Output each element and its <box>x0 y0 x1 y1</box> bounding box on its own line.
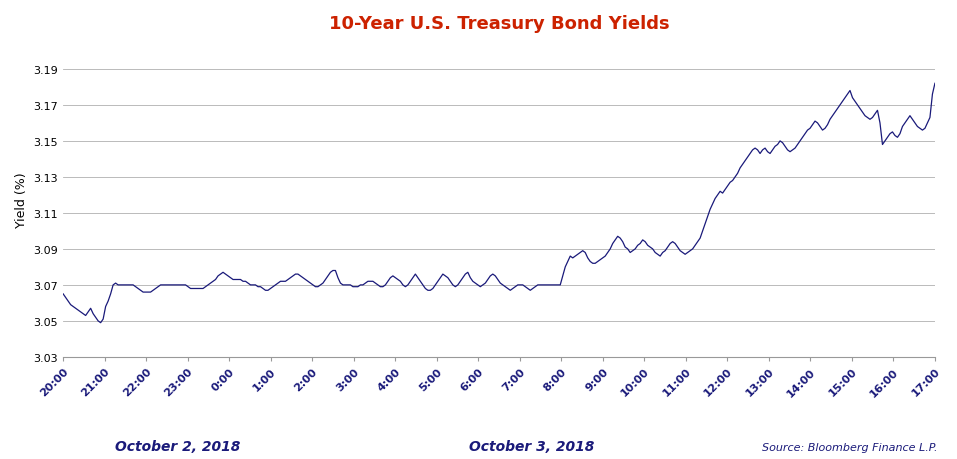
Text: October 2, 2018: October 2, 2018 <box>115 439 240 453</box>
Text: October 3, 2018: October 3, 2018 <box>469 439 594 453</box>
Text: Source: Bloomberg Finance L.P.: Source: Bloomberg Finance L.P. <box>763 442 938 452</box>
Y-axis label: Yield (%): Yield (%) <box>15 172 28 228</box>
Title: 10-Year U.S. Treasury Bond Yields: 10-Year U.S. Treasury Bond Yields <box>329 15 669 33</box>
